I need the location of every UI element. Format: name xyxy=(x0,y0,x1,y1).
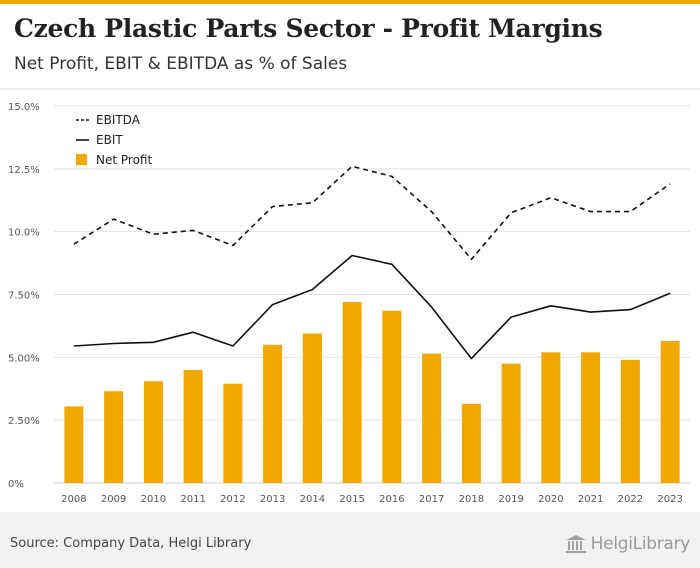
net-profit-bar xyxy=(660,340,680,483)
y-axis-ticks: 0% 2.50% 5.00% 7.50% 10.0% 12.5% 15.0% xyxy=(8,102,40,490)
x-tick-label: 2011 xyxy=(180,494,205,505)
x-tick-label: 2015 xyxy=(339,494,364,505)
net-profit-bar xyxy=(104,391,124,483)
net-profit-bar xyxy=(461,403,481,483)
legend-item: Net Profit xyxy=(76,153,152,167)
x-tick-label: 2020 xyxy=(538,494,563,505)
x-tick-label: 2018 xyxy=(459,494,484,505)
net-profit-bar xyxy=(183,369,203,483)
net-profit-bar xyxy=(223,383,243,483)
net-profit-bar xyxy=(422,353,442,483)
legend-item: EBIT xyxy=(76,133,123,147)
net-profit-bar xyxy=(302,333,322,483)
legend-label: EBIT xyxy=(96,133,123,147)
chart-subtitle: Net Profit, EBIT & EBITDA as % of Sales xyxy=(14,54,348,74)
net-profit-bar xyxy=(64,406,84,483)
x-tick-label: 2010 xyxy=(141,494,166,505)
x-axis-ticks: 2008 2009 2010 2011 2012 2013 2014 2015 2016 2017… xyxy=(61,494,683,505)
profit-margin-chart: 0%2.50%5.00%7.50%10.0%12.5%15.0% 2008 200… xyxy=(8,102,690,505)
legend-item: EBITDA xyxy=(76,113,141,127)
chart-legend: EBITDA EBIT Net Profit xyxy=(76,113,152,167)
legend-label: EBITDA xyxy=(96,113,141,127)
y-tick-label: 7.50% xyxy=(8,291,40,302)
x-tick-label: 2008 xyxy=(61,494,86,505)
library-building-icon xyxy=(565,535,586,553)
net-profit-bar xyxy=(501,363,521,483)
x-tick-label: 2023 xyxy=(657,494,682,505)
source-note: Source: Company Data, Helgi Library xyxy=(10,536,252,551)
y-tick-label: 12.5% xyxy=(8,165,40,176)
y-tick-label: 5.00% xyxy=(8,353,40,364)
legend-label: Net Profit xyxy=(96,153,152,167)
x-tick-label: 2022 xyxy=(618,494,643,505)
x-tick-label: 2016 xyxy=(379,494,404,505)
chart-title: Czech Plastic Parts Sector - Profit Marg… xyxy=(14,14,603,43)
net-profit-bar xyxy=(541,352,561,483)
y-tick-label: 0% xyxy=(8,479,24,490)
ebit-line xyxy=(73,254,671,360)
net-profit-bar xyxy=(382,310,402,483)
net-profit-bar xyxy=(143,381,163,483)
x-tick-label: 2012 xyxy=(220,494,245,505)
y-tick-label: 15.0% xyxy=(8,102,40,113)
x-tick-label: 2021 xyxy=(578,494,603,505)
x-tick-label: 2017 xyxy=(419,494,444,505)
net-profit-bars xyxy=(64,302,680,483)
x-tick-label: 2019 xyxy=(498,494,523,505)
margin-lines xyxy=(73,165,671,360)
y-tick-label: 10.0% xyxy=(8,228,40,239)
ebitda-line xyxy=(73,165,671,261)
accent-top-bar xyxy=(0,0,700,4)
net-profit-bar xyxy=(620,359,640,483)
chart-header: Czech Plastic Parts Sector - Profit Marg… xyxy=(0,4,700,88)
net-profit-bar xyxy=(263,344,283,483)
y-tick-label: 2.50% xyxy=(8,416,40,427)
net-profit-bar xyxy=(342,302,362,483)
helgi-library-logo: HelgiLibrary xyxy=(565,532,690,556)
chart-area: 0% 2.50% 5.00% 7.50% 10.0% 12.5% 15.0% 2008 200… xyxy=(0,90,700,512)
x-tick-label: 2013 xyxy=(260,494,285,505)
net-profit-bar xyxy=(581,352,601,483)
x-tick-label: 2009 xyxy=(101,494,126,505)
logo-text: HelgiLibrary xyxy=(590,534,691,554)
x-tick-label: 2014 xyxy=(300,494,325,505)
legend-swatch-net-profit xyxy=(76,154,87,165)
